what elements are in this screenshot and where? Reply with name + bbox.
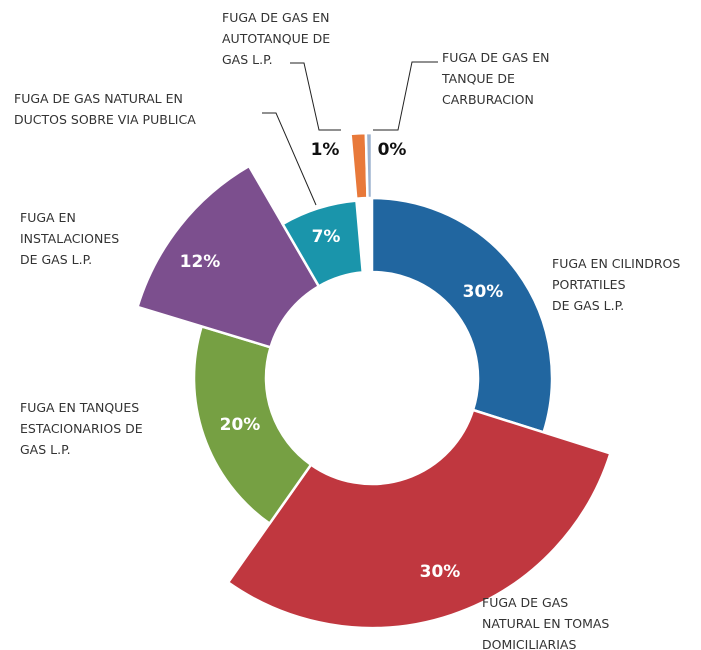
slice-label: FUGA DE GAS NATURAL EN DUCTOS SOBRE VIA P… xyxy=(14,91,196,127)
leader-line xyxy=(290,62,341,131)
label-line: FUGA EN CILINDROS xyxy=(552,256,680,271)
slice-label: FUGA DE GAS NATURAL EN TOMAS DOMICILIARIAS xyxy=(482,595,609,650)
percent-label: 30% xyxy=(463,282,504,302)
label-line: NATURAL EN TOMAS xyxy=(482,616,609,631)
slice xyxy=(370,196,554,434)
label-line: PORTATILES xyxy=(552,277,626,292)
label-line: ESTACIONARIOS DE xyxy=(20,421,143,436)
slice-label: FUGA DE GAS EN AUTOTANQUE DE GAS L.P. xyxy=(222,10,330,67)
label-line: FUGA EN TANQUES xyxy=(20,400,139,415)
label-line: FUGA DE GAS EN xyxy=(442,50,549,65)
percent-label: 7% xyxy=(312,227,341,247)
slice xyxy=(135,164,321,349)
leader-line xyxy=(262,112,317,206)
label-line: INSTALACIONES xyxy=(20,231,119,246)
label-line: FUGA DE GAS NATURAL EN xyxy=(14,91,183,106)
label-line: DOMICILIARIAS xyxy=(482,637,576,650)
leader-line xyxy=(373,61,438,131)
label-line: TANQUE DE xyxy=(441,71,515,86)
label-line: GAS L.P. xyxy=(20,442,71,457)
label-line: DE GAS L.P. xyxy=(20,252,92,267)
percent-label: 12% xyxy=(180,252,221,272)
label-line: DUCTOS SOBRE VIA PUBLICA xyxy=(14,112,196,127)
slice-label: FUGA EN INSTALACIONES DE GAS L.P. xyxy=(20,210,119,267)
label-line: AUTOTANQUE DE xyxy=(222,31,330,46)
label-line: CARBURACION xyxy=(442,92,534,107)
slice xyxy=(280,199,365,289)
slice xyxy=(192,324,313,526)
percent-label: 30% xyxy=(420,562,461,582)
label-line: GAS L.P. xyxy=(222,52,273,67)
slice-label: FUGA EN TANQUES ESTACIONARIOS DE GAS L.P. xyxy=(20,400,143,457)
slice xyxy=(226,408,612,630)
label-line: FUGA DE GAS xyxy=(482,595,568,610)
percent-label: 0% xyxy=(378,140,407,160)
label-line: FUGA EN xyxy=(20,210,76,225)
label-line: DE GAS L.P. xyxy=(552,298,624,313)
slice-label: FUGA DE GAS EN TANQUE DE CARBURACION xyxy=(441,50,549,107)
percent-label: 1% xyxy=(311,140,340,160)
slice-label: FUGA EN CILINDROS PORTATILES DE GAS L.P. xyxy=(552,256,680,313)
slice xyxy=(364,131,374,200)
label-line: FUGA DE GAS EN xyxy=(222,10,329,25)
percent-label: 20% xyxy=(220,415,261,435)
